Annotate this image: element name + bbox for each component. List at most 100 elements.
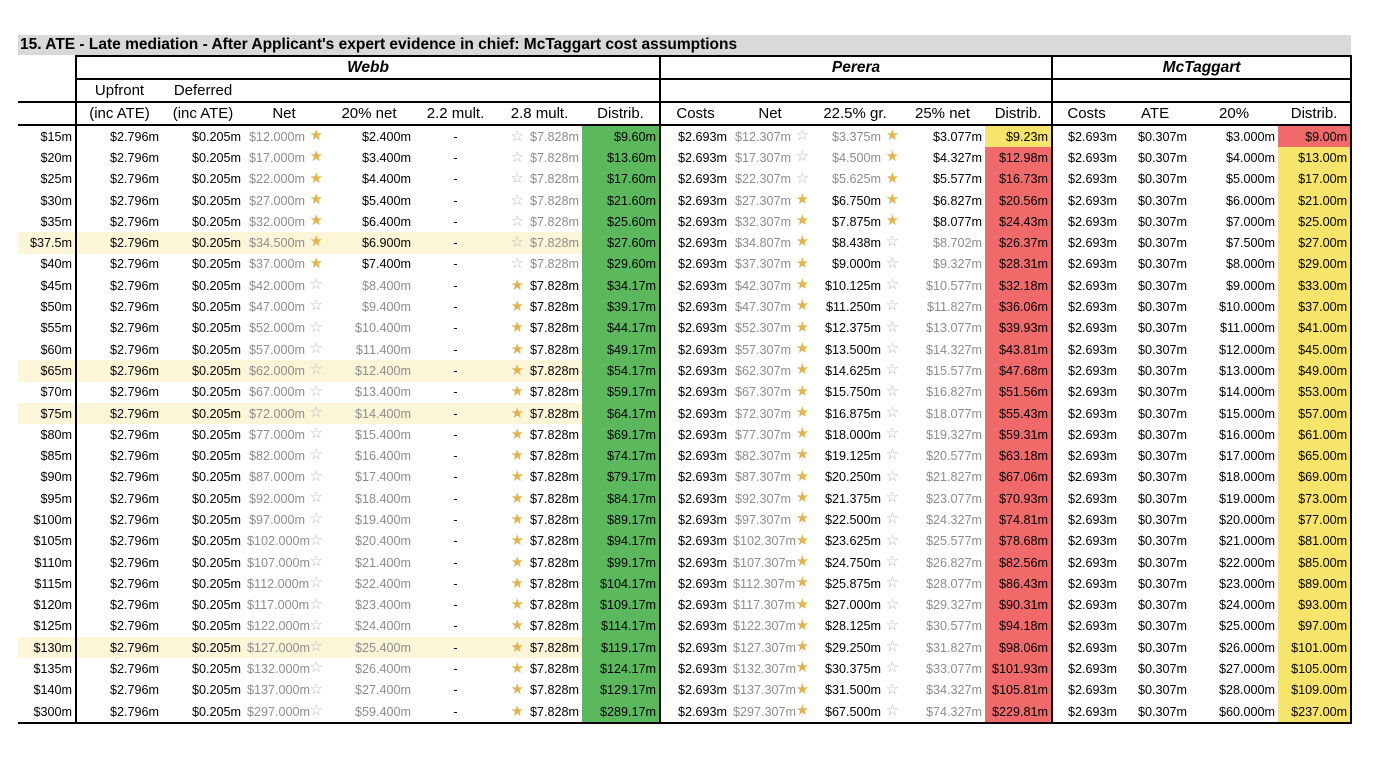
webb-net-value: $32.000m ★ [244,211,324,232]
table-row: $125m $2.796m $0.205m $122.000m ☆ $24.400m - ★ $… [18,615,1353,638]
mctaggart-costs-value: $2.693m [1068,193,1118,208]
upfront-value: $2.796m [109,491,159,506]
deferred-value: $0.205m [191,470,241,485]
star-outline-icon: ☆ [309,510,323,528]
star-filled-icon: ★ [795,595,810,613]
webb-20net-value: $18.400m [354,491,411,506]
row-label: $55m [18,317,77,339]
mctaggart-costs-value: $2.693m [1068,427,1118,442]
webb-28mult-text: $7.828m [529,150,579,165]
perera-distrib-value: $43.81m [985,338,1054,361]
mctaggart-costs-value: $2.693m [1068,576,1118,591]
star-filled-icon: ★ [885,212,900,230]
webb-20net-value: $4.400m [361,172,411,187]
perera-net-text: $117.307m [733,598,796,613]
perera-225-value: $14.625m ☆ [810,360,900,381]
table-row: $300m $2.796m $0.205m $297.000m ☆ $59.400m - ★ $… [18,701,1353,725]
star-outline-icon: ☆ [885,489,900,507]
mctaggart-ate-value: $0.307m [1138,555,1188,570]
perera-net-value: $87.307m ★ [730,467,810,488]
star-outline-icon: ☆ [309,339,323,357]
star-filled-icon: ★ [510,298,524,316]
upfront-value: $2.796m [76,637,162,659]
webb-22mult-value: - [453,129,458,144]
perera-net-value: $12.307m ☆ [730,125,810,147]
star-filled-icon: ★ [510,361,524,379]
mctaggart-ate-value: $0.307m [1138,619,1188,634]
row-label: $95m [18,488,77,510]
header-upfront: Upfront [94,82,145,99]
perera-distrib-value: $90.31m [985,594,1054,616]
star-outline-icon: ☆ [885,318,900,336]
webb-net-text: $102.000m [247,534,311,549]
webb-22mult-value: - [414,232,497,254]
webb-20net-value: $22.400m [354,576,411,591]
star-filled-icon: ★ [795,233,810,251]
perera-net-value: $137.307m ★ [730,680,810,701]
webb-28mult-value: ★ $7.828m [497,488,582,509]
deferred-value: $0.205m [162,701,244,725]
webb-28mult-value: ★ $7.828m [497,402,582,425]
webb-22mult-value: - [453,598,458,613]
perera-225-text: $24.750m [825,555,882,570]
perera-25net-value: $14.327m [926,342,983,357]
perera-225-text: $27.000m [825,598,882,613]
webb-28mult-text: $7.828m [529,363,579,378]
webb-20net-value: $5.400m [361,193,411,208]
webb-28mult-value: ★ $7.828m [497,382,582,403]
mctaggart-20-value: $11.000m [1219,321,1276,336]
perera-25net-value: $15.577m [926,363,983,378]
perera-costs-value: $2.693m [678,300,728,315]
header-perera-distrib: Distrib. [985,101,1054,126]
mctaggart-20-value: $5.000m [1226,172,1276,187]
perera-costs-value: $2.693m [678,193,728,208]
upfront-value: $2.796m [109,619,159,634]
row-label: $60m [18,338,77,361]
star-outline-icon: ☆ [885,254,900,272]
webb-28mult-text: $7.828m [529,427,579,442]
webb-net-value: $112.000m ☆ [244,573,324,594]
webb-distrib-value: $64.17m [582,402,662,425]
star-filled-icon: ★ [309,148,323,166]
deferred-value: $0.205m [191,300,241,315]
star-filled-icon: ★ [510,681,524,699]
group-perera: Perera [660,55,1054,80]
star-outline-icon: ☆ [885,659,900,677]
mctaggart-distrib-value: $101.00m [1278,637,1353,659]
mctaggart-20-value: $22.000m [1219,555,1276,570]
perera-costs-value: $2.693m [678,129,728,144]
star-filled-icon: ★ [795,531,810,549]
perera-225-value: $10.125m ☆ [810,275,900,296]
star-filled-icon: ★ [885,169,900,187]
webb-net-value: $92.000m ☆ [244,488,324,509]
perera-25net-value: $34.327m [926,683,983,698]
webb-22mult-value: - [414,701,497,725]
webb-22mult-value: - [453,683,458,698]
mctaggart-distrib-value: $81.00m [1278,530,1353,552]
mctaggart-costs-value: $2.693m [1068,300,1118,315]
webb-20net-value: $13.400m [354,385,411,400]
perera-225-value: $15.750m ☆ [810,382,900,403]
perera-25net-value: $8.077m [933,214,983,229]
perera-net-text: $87.307m [735,470,792,485]
row-label: $130m [18,637,77,659]
deferred-value: $0.205m [191,427,241,442]
deferred-value: $0.205m [191,619,241,634]
perera-costs-value: $2.693m [678,470,728,485]
table-row: $70m $2.796m $0.205m $67.000m ☆ $13.400m - ★ $7.… [18,381,1353,403]
webb-22mult-value: - [453,491,458,506]
mctaggart-costs-value: $2.693m [1068,236,1118,251]
star-filled-icon: ★ [510,276,524,294]
mctaggart-distrib-value: $85.00m [1278,551,1353,574]
perera-25net-value: $24.327m [926,512,983,527]
header-upfront-sub: (inc ATE) [76,101,162,126]
perera-net-text: $32.307m [735,214,792,229]
table-row: $95m $2.796m $0.205m $92.000m ☆ $18.400m - ★ $7.… [18,488,1353,510]
perera-25net-value: $5.577m [933,172,983,187]
upfront-value: $2.796m [109,193,159,208]
star-outline-icon: ☆ [510,148,524,166]
webb-net-text: $92.000m [248,491,305,506]
star-outline-icon: ☆ [885,382,900,400]
webb-28mult-value: ★ $7.828m [497,339,582,360]
table-row: $20m $2.796m $0.205m $17.000m ★ $3.400m - ☆ $7.8… [18,147,1353,169]
